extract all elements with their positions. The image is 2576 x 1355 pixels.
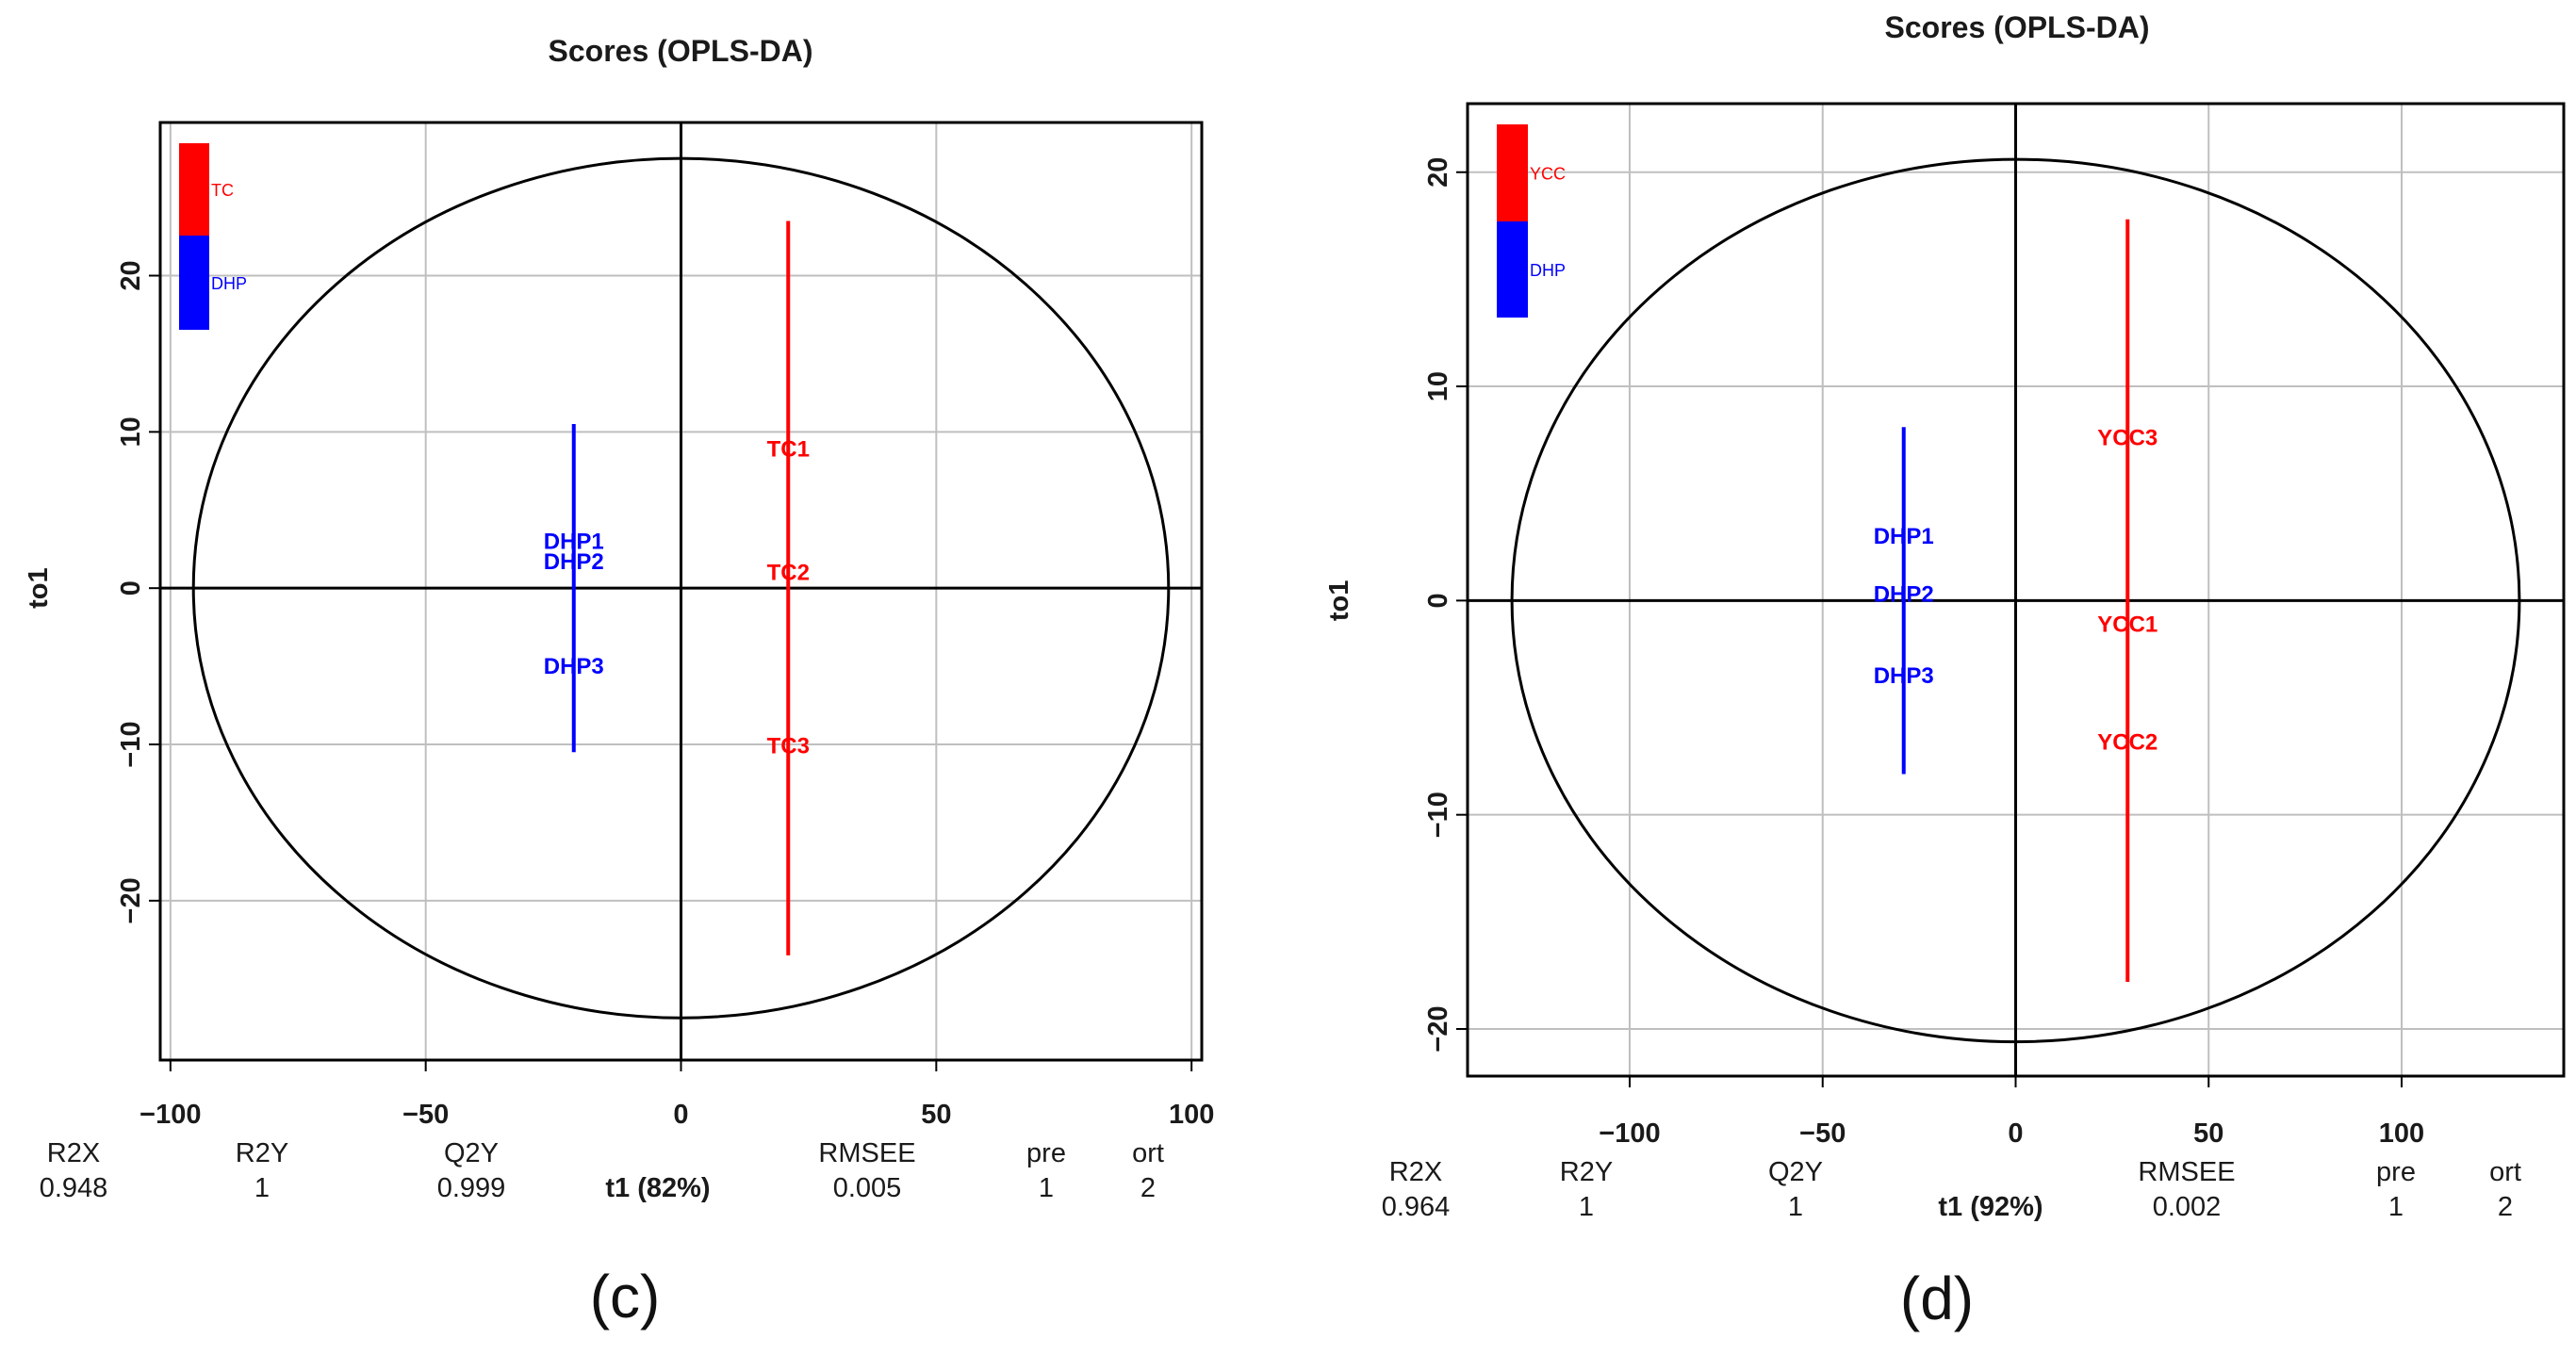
point-label: YCC3 xyxy=(2097,426,2158,451)
y-tick-label: 20 xyxy=(116,260,146,290)
x-tick-label: 0 xyxy=(673,1100,688,1130)
panel-caption: (c) xyxy=(590,1263,661,1331)
x-tick-label: −100 xyxy=(1599,1118,1660,1149)
point-label: DHP2 xyxy=(1874,582,1934,608)
y-tick-label: −20 xyxy=(1423,1005,1453,1052)
metric-value: 0.999 xyxy=(437,1173,506,1203)
y-tick-label: 10 xyxy=(116,416,146,447)
point-label: TC2 xyxy=(767,561,810,586)
confidence-ellipse xyxy=(1510,157,2521,1044)
metric-name: R2Y xyxy=(1560,1157,1613,1187)
legend-swatch-ycc xyxy=(1497,124,1528,221)
metric-value: 1 xyxy=(254,1173,270,1203)
metric-value: 2 xyxy=(2498,1192,2513,1222)
x-tick-label: −50 xyxy=(1799,1118,1846,1149)
y-tick-label: 0 xyxy=(116,580,146,596)
x-tick-label: −50 xyxy=(402,1100,449,1130)
metric-value: 1 xyxy=(2388,1192,2404,1222)
metric-value: 2 xyxy=(1140,1173,1156,1203)
metric-name: R2X xyxy=(1389,1157,1442,1187)
legend-swatch-dhp xyxy=(1497,221,1528,318)
metric-value: 0.002 xyxy=(2153,1192,2222,1222)
point-label: DHP1 xyxy=(1874,524,1934,549)
point-label: YCC2 xyxy=(2097,729,2158,755)
chart-title: Scores (OPLS-DA) xyxy=(1885,10,2150,44)
x-axis-label: t1 (82%) xyxy=(605,1173,710,1203)
metric-name: RMSEE xyxy=(2138,1157,2235,1187)
point-label: DHP2 xyxy=(544,549,604,575)
x-tick-label: 100 xyxy=(2379,1118,2424,1149)
x-axis-label: t1 (92%) xyxy=(1938,1192,2043,1222)
metric-name: pre xyxy=(1026,1138,1066,1168)
metric-value: 0.005 xyxy=(833,1173,902,1203)
x-tick-label: 100 xyxy=(1169,1100,1214,1130)
metric-name: ort xyxy=(2489,1157,2521,1187)
y-axis-label: to1 xyxy=(24,567,54,609)
metric-name: pre xyxy=(2376,1157,2416,1187)
metric-value: 1 xyxy=(1039,1173,1054,1203)
chart-d: Scores (OPLS-DA)−100 −50 0 50 100−20−1001020… xyxy=(1324,10,2566,1332)
legend-label: DHP xyxy=(211,274,247,293)
y-tick-label: −10 xyxy=(116,721,146,767)
point-label: DHP3 xyxy=(1874,663,1934,689)
legend-swatch-tc xyxy=(179,143,209,236)
point-label: TC3 xyxy=(767,734,810,759)
point-label: DHP1 xyxy=(544,529,604,554)
legend-label: YCC xyxy=(1530,165,1566,184)
y-tick-label: −10 xyxy=(1423,792,1453,838)
y-tick-label: 10 xyxy=(1423,371,1453,401)
x-tick-label: 0 xyxy=(2008,1118,2023,1149)
chart-title: Scores (OPLS-DA) xyxy=(549,34,813,68)
metric-name: Q2Y xyxy=(1768,1157,1823,1187)
y-tick-label: −20 xyxy=(116,877,146,923)
chart-c: Scores (OPLS-DA)−100 −50 0 50 100−20−1001020… xyxy=(24,34,1214,1331)
panel-caption: (d) xyxy=(1900,1265,1974,1332)
x-tick-label: 50 xyxy=(921,1100,951,1130)
y-tick-label: 20 xyxy=(1423,157,1453,188)
metric-name: RMSEE xyxy=(818,1138,915,1168)
legend-label: DHP xyxy=(1530,261,1566,280)
metric-name: R2X xyxy=(47,1138,100,1168)
metric-name: Q2Y xyxy=(444,1138,499,1168)
y-axis-label: to1 xyxy=(1324,580,1354,622)
y-tick-label: 0 xyxy=(1423,593,1453,608)
metric-name: ort xyxy=(1132,1138,1164,1168)
metric-name: R2Y xyxy=(236,1138,288,1168)
x-tick-label: −100 xyxy=(139,1100,201,1130)
x-tick-label: 50 xyxy=(2193,1118,2223,1149)
point-label: YCC1 xyxy=(2097,612,2158,637)
metric-value: 1 xyxy=(1788,1192,1803,1222)
legend-swatch-dhp xyxy=(179,236,209,330)
metric-value: 1 xyxy=(1579,1192,1594,1222)
metric-value: 0.964 xyxy=(1382,1192,1451,1222)
point-label: TC1 xyxy=(767,437,810,463)
legend-label: TC xyxy=(211,181,234,200)
metric-value: 0.948 xyxy=(40,1173,108,1203)
confidence-ellipse xyxy=(191,156,1171,1020)
point-label: DHP3 xyxy=(544,654,604,679)
